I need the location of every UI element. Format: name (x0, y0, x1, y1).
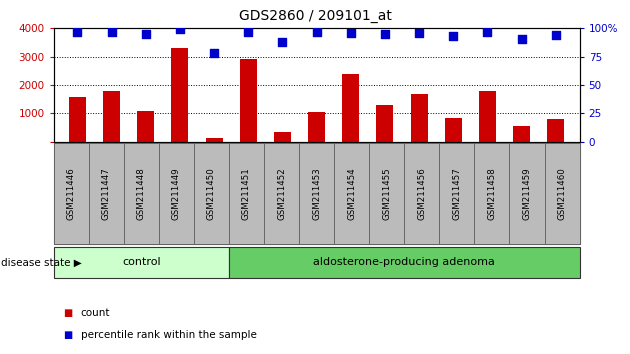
Text: GSM211456: GSM211456 (417, 167, 427, 220)
Point (312, 29, 322, 35)
Point (243, 29, 253, 35)
Bar (411, 94, 428, 142)
Bar (205, 138, 222, 142)
Bar (479, 91, 496, 142)
Text: GSM211454: GSM211454 (347, 167, 356, 220)
Text: GSM211457: GSM211457 (452, 167, 461, 220)
Text: GSM211451: GSM211451 (242, 167, 251, 220)
Text: control: control (122, 257, 161, 267)
Bar (69, 97, 86, 142)
Bar (103, 91, 120, 142)
Bar (240, 59, 257, 142)
Bar (342, 74, 359, 142)
Point (106, 29, 117, 35)
Text: GSM211455: GSM211455 (382, 167, 391, 220)
Point (277, 39, 287, 45)
Text: count: count (81, 308, 110, 318)
Point (517, 36, 527, 41)
Text: percentile rank within the sample: percentile rank within the sample (81, 330, 256, 339)
Text: aldosterone-producing adenoma: aldosterone-producing adenoma (313, 257, 495, 267)
Bar (445, 118, 462, 142)
Text: GSM211459: GSM211459 (522, 167, 532, 220)
Point (209, 50, 219, 56)
Bar (171, 48, 188, 142)
Bar (513, 126, 530, 142)
Text: GSM211450: GSM211450 (207, 167, 216, 220)
Text: ■: ■ (63, 330, 72, 339)
Text: GSM211458: GSM211458 (488, 167, 496, 220)
Text: GSM211448: GSM211448 (137, 167, 146, 220)
Bar (137, 111, 154, 142)
Text: ■: ■ (63, 308, 72, 318)
Point (414, 30, 424, 36)
Point (483, 29, 493, 35)
Text: GSM211453: GSM211453 (312, 167, 321, 220)
Text: GSM211460: GSM211460 (558, 167, 566, 220)
Text: GSM211447: GSM211447 (101, 167, 111, 220)
Point (175, 27, 185, 32)
Point (72, 29, 83, 35)
Bar (547, 119, 564, 142)
Text: GSM211452: GSM211452 (277, 167, 286, 220)
Text: GSM211449: GSM211449 (172, 167, 181, 220)
Bar (376, 104, 393, 142)
Point (448, 33, 458, 39)
Point (346, 30, 356, 36)
Text: disease state ▶: disease state ▶ (1, 257, 82, 267)
Point (380, 31, 390, 37)
Bar (308, 112, 325, 142)
Bar (274, 132, 291, 142)
Text: GDS2860 / 209101_at: GDS2860 / 209101_at (239, 9, 391, 23)
Text: GSM211446: GSM211446 (67, 167, 76, 220)
Point (551, 32, 561, 38)
Point (140, 31, 151, 37)
